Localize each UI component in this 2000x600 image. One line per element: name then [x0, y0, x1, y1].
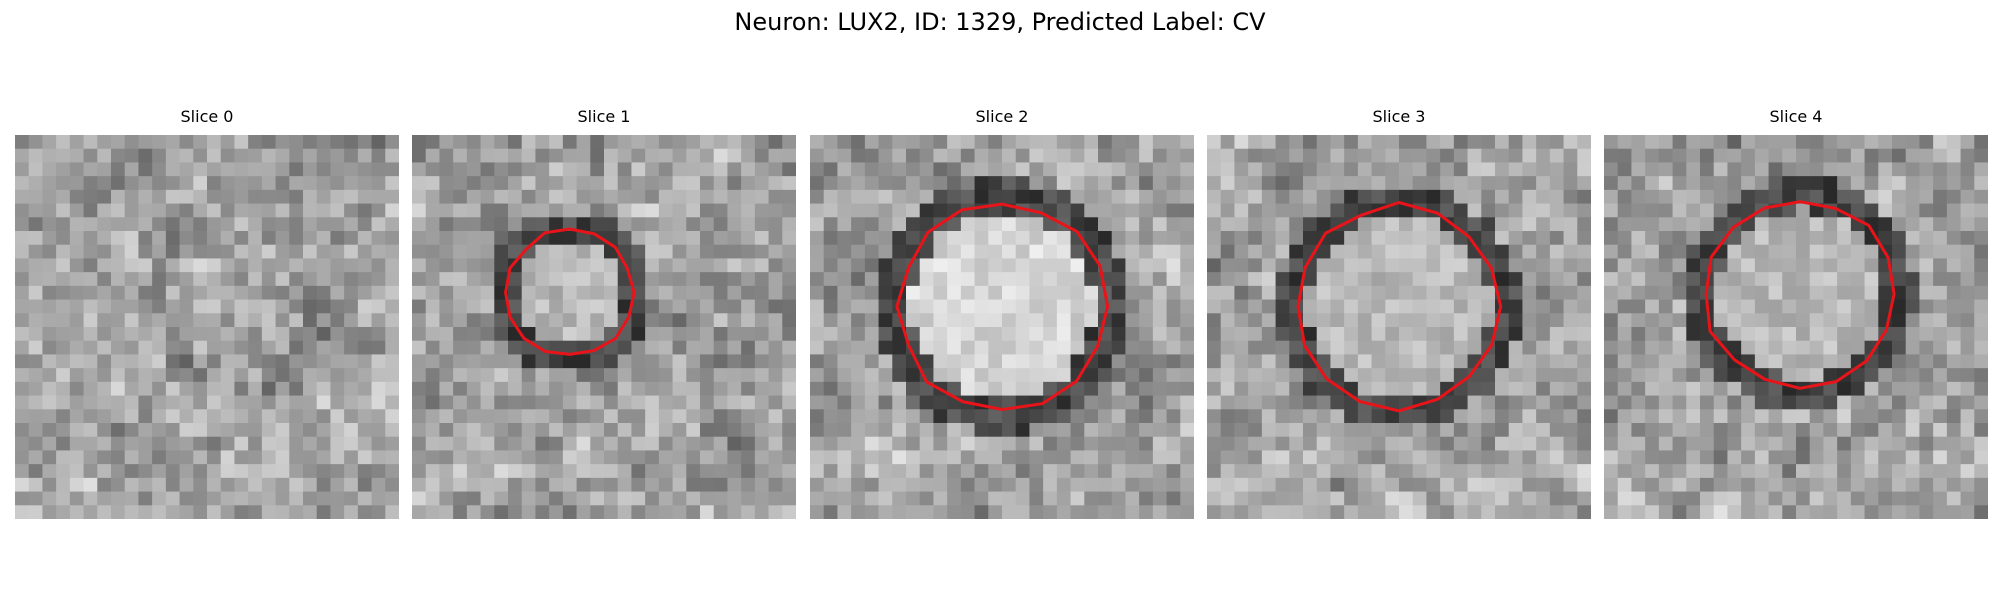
slice-image: [15, 135, 399, 519]
panel-title: Slice 1: [577, 107, 631, 126]
pixel-grid: [1604, 135, 1988, 519]
figure-title: Neuron: LUX2, ID: 1329, Predicted Label:…: [734, 8, 1266, 36]
pixel-grid: [810, 135, 1194, 519]
cell-contour: [504, 227, 636, 356]
panel-title: Slice 2: [975, 107, 1029, 126]
slice-image: [412, 135, 796, 519]
slice-image: [1207, 135, 1591, 519]
pixel-grid: [1207, 135, 1591, 519]
pixel-grid: [15, 135, 399, 519]
slice-image: [810, 135, 1194, 519]
slice-image: [1604, 135, 1988, 519]
panel-title: Slice 0: [180, 107, 234, 126]
cell-contour: [1704, 200, 1896, 390]
cell-contour: [895, 202, 1110, 411]
panel-title: Slice 4: [1769, 107, 1823, 126]
pixel-grid: [412, 135, 796, 519]
cell-contour: [1296, 201, 1503, 413]
panel-title: Slice 3: [1372, 107, 1426, 126]
